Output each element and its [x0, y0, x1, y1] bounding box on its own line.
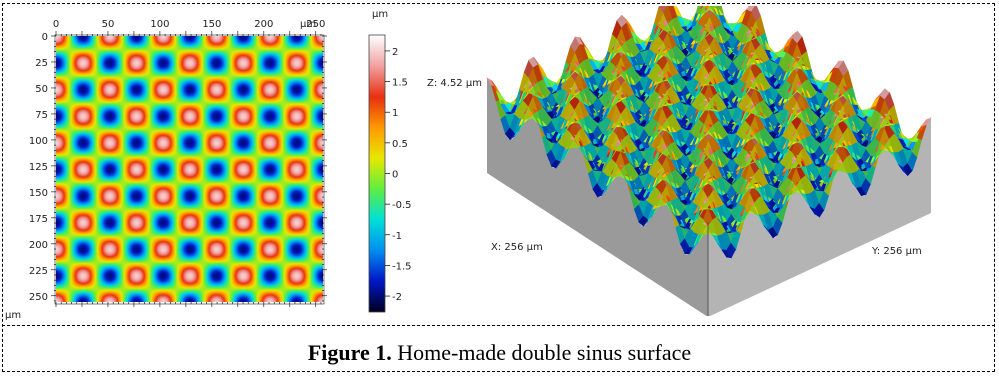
y-tick-label: 175: [29, 214, 48, 225]
x-tick-label: 0: [53, 19, 59, 30]
x-tick-label: 100: [150, 19, 169, 30]
y-tick-label: 150: [29, 188, 48, 199]
surface-mesh: [486, 0, 932, 259]
x-range-label: X: 256 µm: [491, 242, 543, 253]
colorbar-tick-label: -1.5: [392, 261, 412, 272]
colorbar-tick-label: -2: [392, 292, 402, 303]
y-axis-ticks: 0 25 50 75 100 125 150 175 200 225 250: [29, 32, 327, 303]
y-tick-label: 25: [35, 58, 48, 69]
colorbar-unit: µm: [372, 9, 388, 20]
colorbar: µm 2 1.5 1 0.5 0 -0.5 -1 -1.5 -2: [368, 9, 412, 313]
caption-text: Home-made double sinus surface: [391, 340, 692, 365]
x-tick-label: 200: [254, 19, 273, 30]
y-tick-label: 250: [29, 292, 48, 303]
z-range-label: Z: 4.52 µm: [427, 78, 482, 89]
colorbar-tick-label: -0.5: [392, 200, 412, 211]
y-tick-label: 50: [35, 84, 48, 95]
caption-label: Figure 1.: [307, 340, 392, 365]
x-axis-unit: µm: [300, 19, 316, 30]
colorbar-gradient: [369, 35, 385, 312]
caption-divider: [2, 325, 995, 326]
surface-3d-view: Z: 4.52 µm X: 256 µm Y: 256 µm: [425, 0, 985, 320]
colorbar-tick-label: 0.5: [392, 139, 408, 150]
figure-caption: Figure 1. Home-made double sinus surface: [0, 340, 999, 366]
y-range-label: Y: 256 µm: [871, 246, 922, 257]
colorbar-tick-label: 1.5: [392, 78, 408, 89]
y-tick-label: 225: [29, 266, 48, 277]
colorbar-tick-label: 2: [392, 47, 398, 58]
height-map-image: [56, 36, 323, 302]
y-tick-label: 0: [42, 32, 48, 43]
x-axis-ticks: 0 50 100 150 200 250: [53, 19, 325, 307]
x-tick-label: 250: [306, 19, 325, 30]
colorbar-tick-label: -1: [392, 231, 402, 242]
y-axis-unit: µm: [5, 310, 21, 321]
colorbar-ticks: 2 1.5 1 0.5 0 -0.5 -1 -1.5 -2: [385, 47, 412, 303]
figure-frame: [2, 3, 995, 372]
x-tick-label: 150: [202, 19, 221, 30]
y-tick-label: 125: [29, 162, 48, 173]
x-tick-label: 50: [102, 19, 115, 30]
height-map-2d: 0 50 100 150 200 250 025507510012515017520022…: [5, 9, 412, 321]
colorbar-tick-label: 1: [392, 108, 398, 119]
y-tick-label: 100: [29, 136, 48, 147]
colorbar-tick-label: 0: [392, 170, 398, 181]
surface-facet: [921, 117, 932, 127]
y-tick-label: 75: [35, 110, 48, 121]
y-tick-label: 200: [29, 240, 48, 251]
